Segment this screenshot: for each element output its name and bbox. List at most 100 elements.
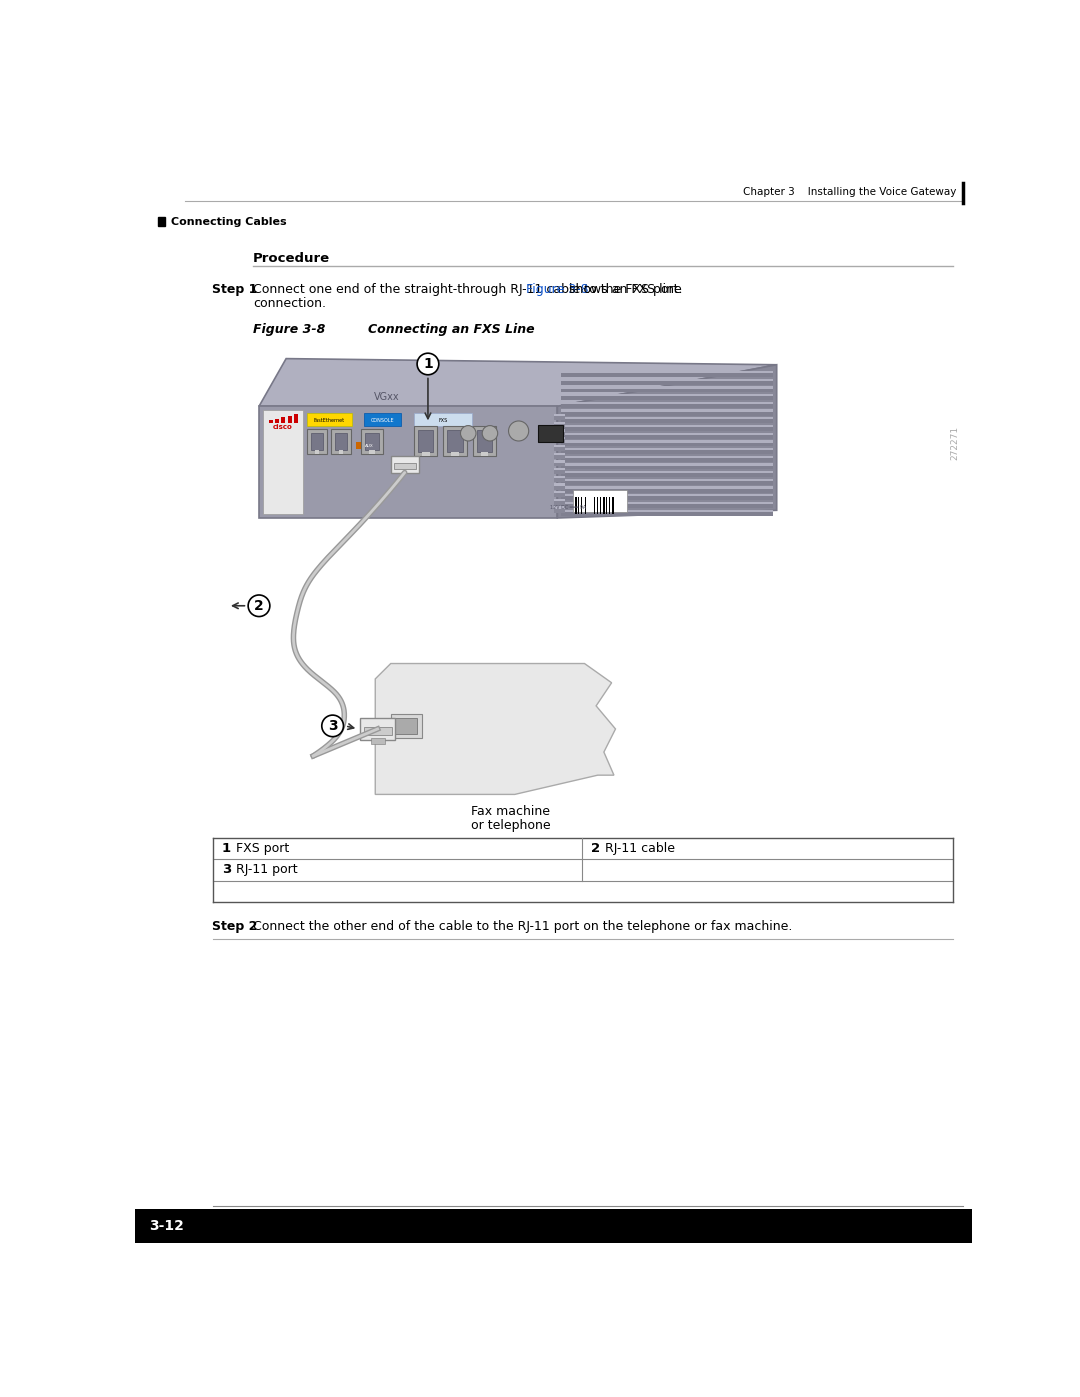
Bar (422, 451, 430, 455)
Bar (562, 471, 773, 474)
Bar (554, 475, 565, 478)
Polygon shape (259, 359, 777, 407)
Bar (554, 437, 565, 440)
Bar (395, 718, 417, 733)
Bar (391, 455, 419, 472)
Bar (562, 511, 773, 515)
Bar (562, 464, 773, 465)
Bar (451, 451, 459, 455)
Bar (562, 397, 773, 400)
Bar (391, 714, 422, 738)
Bar (562, 458, 773, 462)
Text: Connecting Cables: Connecting Cables (172, 217, 287, 226)
Bar (476, 430, 492, 451)
Bar (269, 420, 273, 422)
Text: Connecting an FXS Line: Connecting an FXS Line (367, 323, 535, 335)
Text: OL-15959-01: OL-15959-01 (874, 1220, 955, 1234)
Text: 272271: 272271 (950, 426, 959, 461)
Bar (444, 426, 467, 455)
Bar (562, 489, 773, 493)
Bar (332, 429, 351, 454)
Bar (360, 718, 395, 740)
Bar (447, 430, 463, 451)
Bar (135, 1210, 199, 1243)
Text: Cisco VG202, Cisco VG202XM, Cisco VG204, and Cisco VG204XM Voice Gateways Hardwa: Cisco VG202, Cisco VG202XM, Cisco VG204,… (228, 1211, 765, 1221)
Bar (594, 497, 595, 514)
Text: shows an FXS line: shows an FXS line (565, 282, 681, 296)
Bar (562, 504, 773, 509)
Bar (364, 412, 401, 426)
Text: RJ-11 cable: RJ-11 cable (606, 842, 675, 855)
Bar (362, 429, 383, 454)
Bar (307, 412, 352, 426)
Bar (554, 440, 565, 443)
Bar (603, 497, 605, 514)
Bar (538, 425, 563, 441)
Bar (576, 497, 577, 514)
Bar (356, 441, 383, 450)
Bar (562, 409, 773, 412)
Text: cisco: cisco (273, 425, 293, 430)
Bar (365, 433, 379, 450)
Bar (562, 402, 773, 404)
Bar (554, 455, 565, 458)
Bar (562, 387, 773, 388)
Circle shape (322, 715, 343, 736)
Bar (554, 468, 565, 471)
Circle shape (248, 595, 270, 616)
Bar (562, 496, 773, 500)
Bar (562, 434, 773, 439)
Bar (562, 495, 773, 496)
Text: or telephone: or telephone (471, 819, 551, 831)
Circle shape (460, 426, 476, 441)
Bar (554, 414, 565, 416)
Bar (562, 425, 773, 427)
Bar (554, 509, 565, 513)
Bar (572, 490, 627, 511)
Bar (562, 450, 773, 454)
Circle shape (417, 353, 438, 374)
Polygon shape (375, 664, 616, 795)
Bar (554, 493, 565, 497)
Bar (562, 418, 773, 419)
Bar (159, 217, 165, 226)
Bar (554, 416, 565, 420)
Bar (314, 450, 320, 454)
Bar (562, 440, 773, 443)
Bar (562, 372, 773, 373)
Bar (262, 411, 303, 514)
Bar (554, 425, 565, 427)
Text: RJ-11 port: RJ-11 port (235, 863, 297, 876)
Bar (554, 422, 565, 425)
Bar (562, 394, 773, 397)
Bar (554, 486, 565, 489)
Bar (282, 418, 285, 422)
Bar (311, 433, 323, 450)
Bar (294, 414, 298, 422)
Bar (562, 388, 773, 393)
Bar (562, 373, 773, 377)
Bar (562, 479, 773, 481)
Text: 1: 1 (423, 358, 433, 372)
Bar (554, 502, 565, 504)
Bar (562, 448, 773, 450)
Bar (562, 443, 773, 447)
Text: 1: 1 (221, 842, 231, 855)
Bar (216, 1210, 222, 1220)
Bar (562, 427, 773, 432)
Text: Step 1: Step 1 (213, 282, 258, 296)
Text: Figure 3-8: Figure 3-8 (253, 323, 325, 335)
Text: Step 2: Step 2 (213, 921, 258, 933)
Text: connection.: connection. (253, 296, 326, 310)
Bar (554, 507, 565, 509)
Text: 3: 3 (221, 863, 231, 876)
Bar (554, 429, 565, 432)
Text: Connect one end of the straight-through RJ-11 cable to the FXS port.: Connect one end of the straight-through … (253, 282, 686, 296)
Bar (554, 453, 565, 455)
Text: 12V DC ═══ 9A: 12V DC ═══ 9A (551, 504, 586, 510)
Bar (562, 404, 773, 408)
Bar (275, 419, 279, 422)
Text: FastEthernet: FastEthernet (314, 418, 346, 423)
Text: AUX: AUX (365, 444, 374, 448)
Text: 2: 2 (254, 599, 264, 613)
